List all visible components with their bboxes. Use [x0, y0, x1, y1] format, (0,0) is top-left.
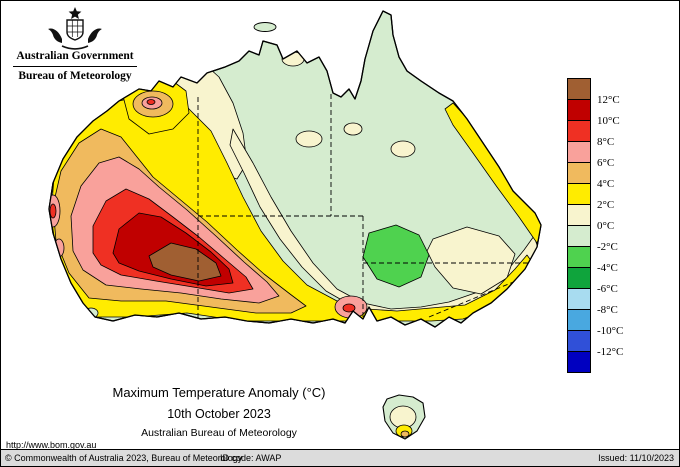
- bom-url: http://www.bom.gov.au: [6, 440, 97, 450]
- legend-entry: 4°C: [567, 162, 639, 190]
- legend-entry: 2°C: [567, 183, 639, 211]
- map-source: Australian Bureau of Meteorology: [141, 427, 297, 439]
- legend-label: 2°C: [597, 199, 615, 211]
- footer-copyright: © Commonwealth of Australia 2023, Bureau…: [5, 453, 243, 463]
- legend-entry: 12°C: [567, 78, 639, 106]
- legend-label: 8°C: [597, 136, 615, 148]
- legend-entry: -6°C: [567, 267, 639, 295]
- footer-id-code: ID code: AWAP: [220, 453, 282, 463]
- legend-swatch: [567, 162, 591, 184]
- legend-swatch: [567, 246, 591, 268]
- legend-label: -2°C: [597, 241, 618, 253]
- region-warm-brown-core: [148, 242, 222, 282]
- legend-entry: 0°C: [567, 204, 639, 232]
- region-cream-oval-2: [343, 122, 363, 136]
- region-cool-green: [362, 224, 430, 288]
- legend-entry: 6°C: [567, 141, 639, 169]
- legend-entry: -2°C: [567, 225, 639, 253]
- legend-entry: -4°C: [567, 246, 639, 274]
- legend-swatch: [567, 141, 591, 163]
- region-cream-nsw: [426, 226, 516, 295]
- legend-label: 0°C: [597, 220, 615, 232]
- bureau-name: Bureau of Meteorology: [18, 70, 132, 82]
- legend-swatch: [567, 204, 591, 226]
- legend-label: -10°C: [597, 325, 624, 337]
- footer-bar: © Commonwealth of Australia 2023, Bureau…: [1, 449, 679, 466]
- legend-swatch: [567, 120, 591, 142]
- legend-entry: -8°C: [567, 288, 639, 316]
- map-title: Maximum Temperature Anomaly (°C): [112, 385, 326, 400]
- legend-entry: -12°C: [567, 330, 639, 358]
- legend-label: -12°C: [597, 346, 624, 358]
- legend-label: 10°C: [597, 115, 620, 127]
- region-red-west-coast: [49, 203, 57, 219]
- region-cream-oval-topend: [281, 51, 305, 67]
- melville-island: [253, 22, 277, 32]
- map-date: 10th October 2023: [167, 407, 271, 421]
- legend-swatch: [567, 225, 591, 247]
- legend-swatch: [567, 309, 591, 331]
- coat-of-arms-icon: [48, 7, 102, 50]
- region-red-kimberley: [146, 99, 156, 105]
- australia-coastline: [48, 10, 542, 328]
- region-red-spencer: [342, 303, 356, 313]
- legend-swatch: [567, 288, 591, 310]
- legend-label: 12°C: [597, 94, 620, 106]
- region-cream-oval-3: [390, 140, 416, 158]
- footer-issued: Issued: 11/10/2023: [598, 453, 674, 463]
- region-cream-oval-1: [295, 130, 323, 148]
- legend-entry: 8°C: [567, 120, 639, 148]
- legend-label: 4°C: [597, 178, 615, 190]
- legend-scale: 12°C 10°C 8°C 6°C 4°C 2°C 0°C -2°C -4°C -6°C -8°C -…: [567, 78, 639, 373]
- legend-label: -8°C: [597, 304, 618, 316]
- state-border-nsw-vic: [428, 277, 524, 318]
- legend-entry: [567, 351, 639, 373]
- legend-swatch: [567, 99, 591, 121]
- legend-entry: -10°C: [567, 309, 639, 337]
- legend-swatch: [567, 267, 591, 289]
- legend-label: -6°C: [597, 283, 618, 295]
- legend-entry: 10°C: [567, 99, 639, 127]
- legend-label: -4°C: [597, 262, 618, 274]
- map-caption: Maximum Temperature Anomaly (°C) 10th Oc…: [39, 385, 399, 439]
- legend-label: 6°C: [597, 157, 615, 169]
- legend-swatch: [567, 351, 591, 373]
- header-divider: [13, 66, 137, 67]
- legend-swatch: [567, 183, 591, 205]
- gov-name: Australian Government: [16, 50, 134, 62]
- gov-header: Australian Government Bureau of Meteorol…: [11, 6, 139, 83]
- legend-swatch: [567, 78, 591, 100]
- tasmania-orange-dot: [400, 430, 410, 438]
- legend-swatch: [567, 330, 591, 352]
